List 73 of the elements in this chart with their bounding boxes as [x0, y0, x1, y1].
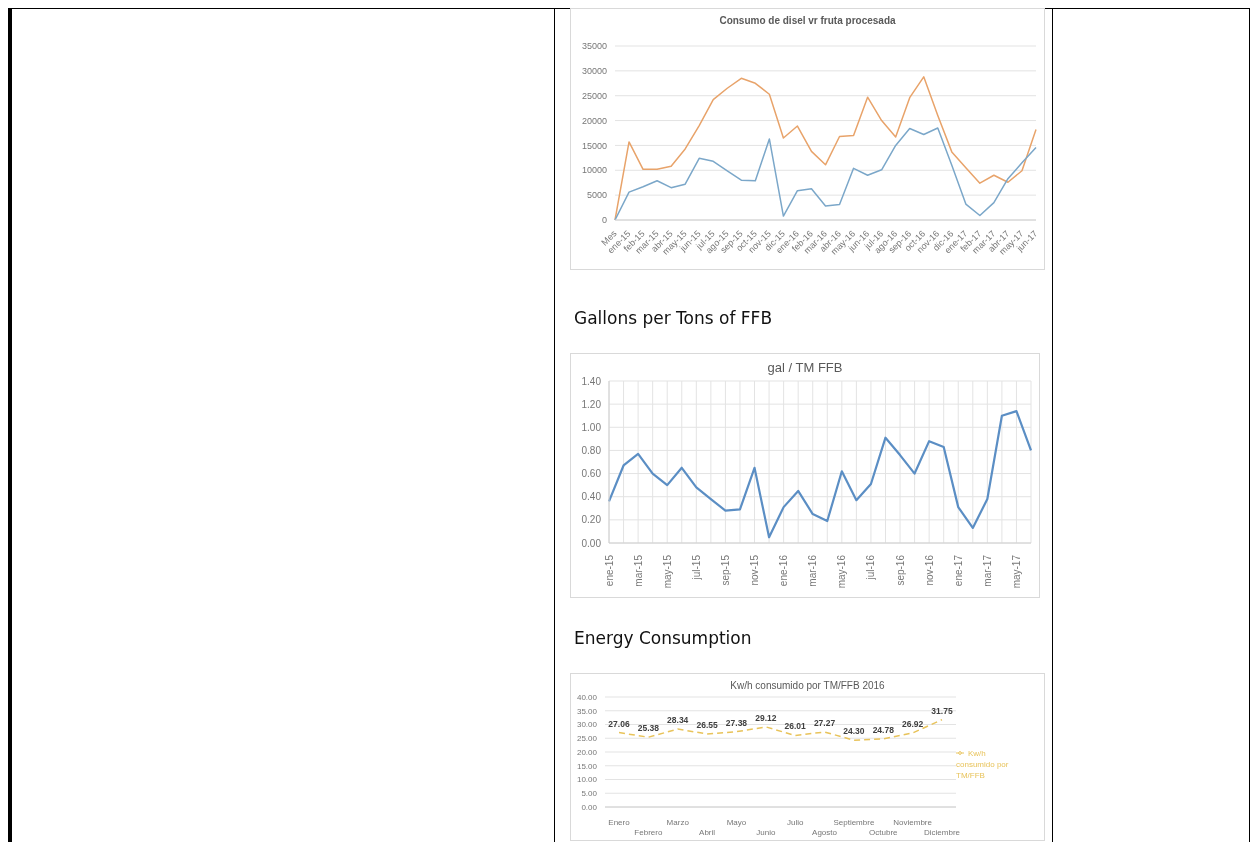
x-tick-label: jul-16 — [865, 554, 877, 581]
x-tick-label: Julio — [786, 817, 804, 827]
data-label: 27.27 — [813, 718, 836, 729]
x-tick-label: nov-15 — [749, 554, 761, 586]
x-tick-label: Febrero — [634, 827, 663, 837]
y-tick-label: 1.20 — [581, 398, 602, 410]
x-tick-label: may-15 — [661, 554, 673, 589]
y-tick-label: 20000 — [581, 115, 607, 126]
line-series — [614, 127, 1037, 220]
y-tick-label: 40.00 — [576, 692, 598, 702]
y-tick-label: 0.80 — [581, 444, 602, 456]
x-tick-label: sep-15 — [719, 554, 731, 586]
y-tick-label: 15.00 — [576, 761, 598, 771]
data-label: 24.30 — [843, 726, 865, 737]
data-label: 27.38 — [725, 717, 748, 728]
data-label: 25.38 — [637, 723, 660, 734]
y-tick-label: 15000 — [581, 140, 607, 151]
x-tick-label: may-16 — [836, 554, 848, 589]
x-tick-label: ene-17 — [952, 554, 964, 587]
y-tick-label: 10000 — [581, 165, 607, 176]
x-tick-label: sep-16 — [894, 554, 906, 586]
y-tick-label: 35000 — [581, 41, 607, 52]
data-label: 27.06 — [608, 718, 630, 729]
y-tick-label: 0.00 — [581, 537, 602, 549]
x-tick-label: Abril — [699, 827, 716, 837]
y-tick-label: 25.00 — [576, 734, 598, 744]
x-tick-label: Septiembre — [833, 817, 875, 827]
x-tick-label: nov-16 — [923, 554, 935, 586]
y-tick-label: 20.00 — [576, 747, 598, 757]
x-tick-label: Noviembre — [893, 817, 933, 827]
chart-title: Consumo de disel vr fruta procesada — [718, 14, 897, 26]
y-tick-label: 10.00 — [576, 775, 598, 785]
y-tick-label: 0.40 — [581, 491, 602, 503]
data-label: 28.34 — [667, 715, 689, 726]
y-tick-label: 0.20 — [581, 514, 602, 526]
x-tick-label: Diciembre — [923, 827, 961, 837]
line-series — [607, 409, 1033, 539]
x-tick-label: Enero — [608, 817, 631, 827]
y-tick-label: 0 — [601, 215, 607, 226]
y-tick-label: 5000 — [586, 190, 607, 201]
x-tick-label: Agosto — [812, 827, 838, 837]
data-label: 24.78 — [872, 724, 895, 735]
x-tick-label: mar-16 — [807, 554, 819, 587]
text: Gallons per Tons of FFB — [574, 307, 774, 330]
data-label: 26.55 — [696, 719, 718, 730]
x-tick-label: ene-15 — [603, 554, 615, 587]
x-tick-label: ene-16 — [778, 554, 790, 587]
data-label: 31.75 — [931, 705, 953, 716]
y-tick-label: 1.00 — [581, 421, 602, 433]
y-tick-label: 35.00 — [576, 706, 598, 716]
y-tick-label: 0.60 — [581, 468, 602, 480]
x-tick-label: Junio — [756, 827, 776, 837]
y-tick-label: 25000 — [581, 90, 607, 101]
data-label: 29.12 — [755, 712, 777, 723]
x-tick-label: mar-17 — [981, 554, 993, 587]
line-series — [614, 76, 1037, 220]
legend-label: Kw/h consumido por TM/FFB — [956, 748, 1009, 780]
chart-title: gal / TM FFB — [766, 359, 844, 375]
x-tick-label: jul-15 — [690, 554, 702, 581]
x-tick-label: Mayo — [726, 817, 747, 827]
y-tick-label: 30000 — [581, 66, 607, 77]
chart-title: Kw/h consumido por TM/FFB 2016 — [729, 679, 886, 691]
y-tick-label: 30.00 — [576, 720, 598, 730]
y-tick-label: 0.00 — [581, 802, 598, 812]
x-tick-label: Octubre — [869, 827, 899, 837]
y-tick-label: 5.00 — [581, 789, 598, 799]
y-tick-label: 1.40 — [581, 375, 602, 387]
x-tick-label: Marzo — [666, 817, 690, 827]
text: Energy Consumption — [574, 627, 753, 650]
data-label: 26.01 — [784, 721, 807, 732]
x-tick-label: may-17 — [1010, 554, 1022, 589]
data-label: 26.92 — [902, 718, 924, 729]
x-tick-label: mar-15 — [632, 554, 644, 587]
